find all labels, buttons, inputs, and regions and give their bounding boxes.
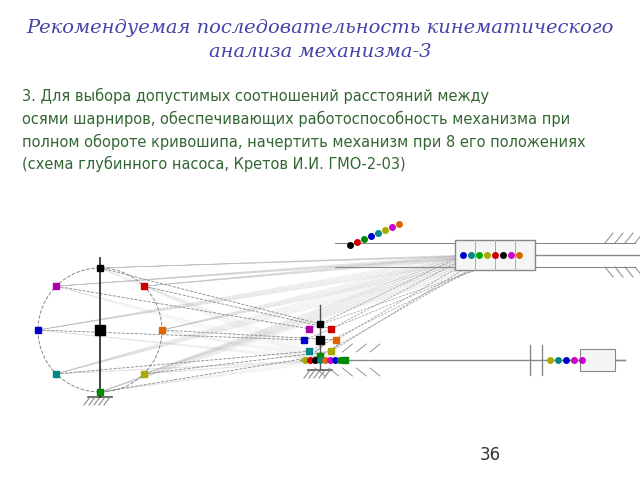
Text: 3. Для выбора допустимых соотношений расстояний между
осями шарниров, обеспечива: 3. Для выбора допустимых соотношений рас… [22, 88, 586, 172]
Text: анализа механизма-3: анализа механизма-3 [209, 43, 431, 61]
Text: 36: 36 [479, 446, 500, 464]
Text: Рекомендуемая последовательность кинематического: Рекомендуемая последовательность кинемат… [26, 19, 614, 37]
Bar [580, 349, 615, 371]
Bar [455, 240, 535, 270]
Bar [95, 325, 105, 335]
